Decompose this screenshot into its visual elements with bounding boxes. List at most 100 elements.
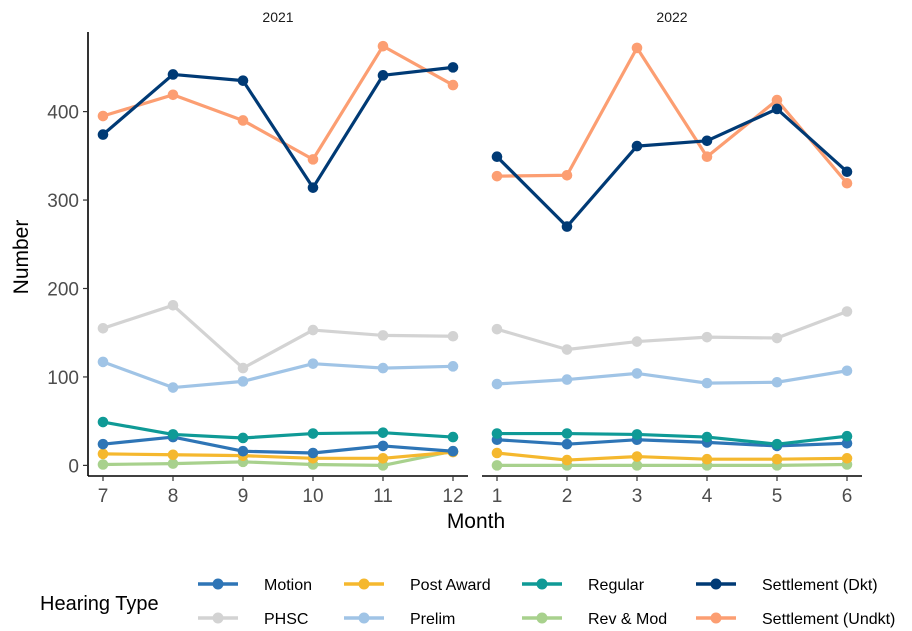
series-regular — [97, 416, 459, 444]
series-line — [495, 438, 849, 448]
legend-key-point — [358, 612, 370, 624]
data-point — [631, 336, 643, 347]
legend-item-settlement-dkt: Settlement (Dkt) — [696, 577, 878, 594]
x-tick-label: 9 — [238, 486, 249, 507]
data-point — [561, 169, 573, 181]
series-line — [495, 369, 849, 386]
legend-label: Settlement (Undkt) — [762, 611, 895, 628]
data-point — [701, 431, 713, 443]
data-point — [771, 94, 783, 106]
series-line — [101, 303, 455, 370]
data-point — [97, 448, 109, 460]
series-line — [101, 65, 455, 190]
data-point — [167, 382, 179, 393]
data-point — [841, 177, 853, 189]
series-line — [101, 420, 455, 440]
data-point — [237, 75, 249, 86]
data-point — [447, 431, 459, 443]
series-line — [495, 451, 849, 462]
data-point — [167, 449, 179, 461]
data-point — [561, 344, 573, 355]
data-point — [771, 103, 783, 115]
series-line — [495, 107, 849, 229]
data-point — [561, 438, 573, 450]
data-point — [491, 170, 503, 182]
data-point — [701, 135, 713, 147]
data-point — [491, 323, 503, 335]
x-tick-label: 1 — [492, 486, 503, 507]
legend-label: Post Award — [410, 577, 491, 594]
data-point — [701, 151, 713, 163]
data-point — [447, 330, 459, 342]
legend-item-rev-mod: Rev & Mod — [522, 611, 667, 628]
data-point — [771, 332, 783, 344]
data-point — [237, 362, 249, 374]
legend-item-motion: Motion — [198, 577, 312, 594]
data-point — [377, 330, 389, 341]
legend-title: Hearing Type — [40, 593, 159, 615]
series-line — [495, 309, 849, 352]
panel-title: 2022 — [656, 9, 687, 25]
data-point — [841, 430, 853, 442]
legend-label: Settlement (Dkt) — [762, 577, 878, 594]
data-point — [307, 154, 319, 165]
data-point — [701, 453, 713, 465]
x-tick-label: 6 — [842, 486, 853, 507]
y-axis-title: Number — [10, 220, 33, 295]
data-point — [307, 324, 319, 336]
data-point — [491, 428, 503, 439]
data-point — [97, 416, 109, 428]
data-point — [561, 428, 573, 439]
y-tick-label: 400 — [47, 103, 79, 124]
data-point — [491, 447, 503, 459]
data-point — [447, 62, 459, 73]
series-line — [101, 449, 455, 467]
series-line — [101, 360, 455, 390]
x-tick-label: 11 — [373, 486, 393, 507]
x-tick-label: 10 — [302, 486, 323, 507]
legend-item-regular: Regular — [522, 577, 645, 594]
legend: Motion Post Award Regular Settlement (Dkt) P… — [198, 577, 895, 628]
data-point — [167, 429, 179, 440]
data-point — [167, 89, 179, 101]
x-tick-label: 5 — [772, 486, 783, 507]
data-point — [701, 331, 713, 343]
legend-key-point — [710, 578, 722, 590]
data-point — [561, 374, 573, 385]
data-point — [631, 460, 643, 471]
legend-label: Rev & Mod — [588, 611, 667, 628]
y-tick-label: 0 — [68, 456, 79, 477]
x-tick-label: 4 — [702, 486, 713, 507]
legend-label: PHSC — [264, 611, 308, 628]
data-point — [631, 451, 643, 462]
data-point — [561, 454, 573, 466]
legend-item-prelim: Prelim — [344, 611, 455, 628]
data-point — [491, 460, 503, 471]
legend-item-settlement-undkt: Settlement (Undkt) — [696, 611, 895, 628]
data-point — [377, 453, 389, 464]
legend-item-post-award: Post Award — [344, 577, 491, 594]
data-point — [377, 70, 389, 81]
series-line — [495, 46, 849, 185]
series-phsc — [97, 299, 459, 374]
x-tick-label: 8 — [168, 486, 179, 507]
series-settlement-undkt — [491, 42, 853, 189]
data-point — [307, 358, 319, 369]
data-point — [167, 69, 179, 80]
data-point — [377, 440, 389, 452]
data-point — [447, 79, 459, 91]
y-tick-label: 100 — [47, 368, 79, 389]
series-line — [101, 435, 455, 455]
panel-2: 2022 1 2 3 4 5 6 — [482, 9, 862, 507]
data-point — [237, 376, 249, 387]
data-point — [561, 221, 573, 232]
series-prelim — [491, 365, 853, 390]
data-point — [97, 110, 109, 122]
series-settlement-undkt — [97, 40, 459, 165]
series-rev-mod — [491, 459, 853, 471]
data-point — [237, 445, 249, 457]
legend-label: Regular — [588, 577, 645, 594]
data-point — [491, 378, 503, 390]
data-point — [167, 458, 179, 469]
